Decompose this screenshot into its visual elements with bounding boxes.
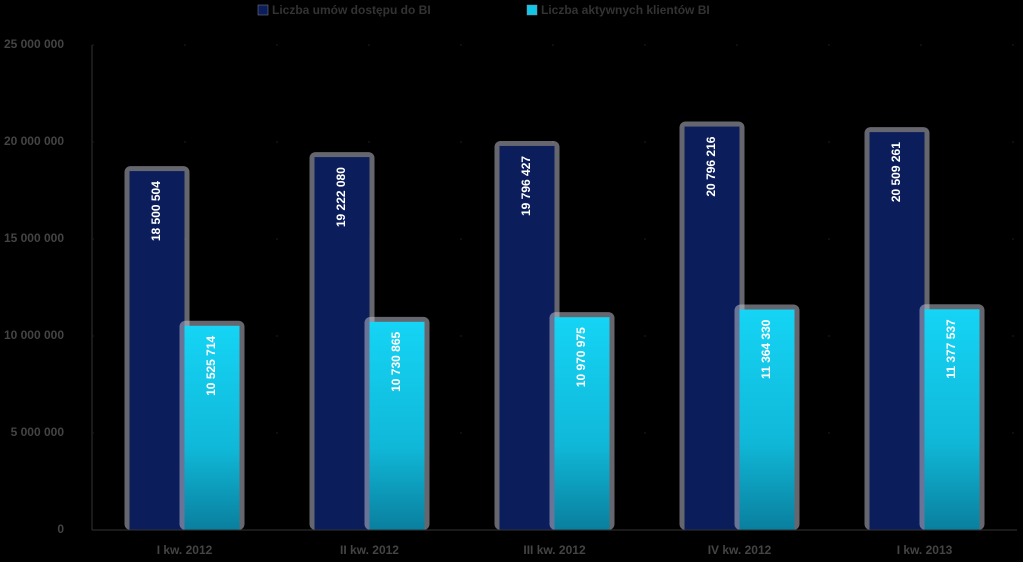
bar [184, 325, 240, 530]
bar [869, 132, 925, 530]
data-label: 11 364 330 [759, 319, 773, 379]
bar [369, 321, 425, 530]
y-tick-label: 25 000 000 [4, 37, 64, 51]
x-tick-label: I kw. 2012 [157, 543, 213, 557]
data-label: 19 222 080 [334, 167, 348, 227]
x-tick-label: II kw. 2012 [340, 543, 399, 557]
y-tick-label: 15 000 000 [4, 231, 64, 245]
y-tick-label: 5 000 000 [11, 425, 65, 439]
legend-swatch [257, 4, 269, 16]
data-label: 19 796 427 [519, 156, 533, 216]
data-label: 18 500 504 [149, 181, 163, 241]
bar [739, 309, 795, 530]
data-label: 10 730 865 [389, 331, 403, 391]
y-tick-label: 20 000 000 [4, 134, 64, 148]
y-tick-label: 0 [57, 522, 64, 536]
data-label: 11 377 537 [944, 319, 958, 379]
data-label: 10 970 975 [574, 327, 588, 387]
bar [924, 309, 980, 530]
bar [314, 157, 370, 530]
legend-label: Liczba aktywnych klientów BI [541, 3, 710, 17]
data-label: 20 509 261 [889, 142, 903, 202]
x-tick-label: IV kw. 2012 [708, 543, 772, 557]
bar [499, 145, 555, 530]
bar [129, 171, 185, 531]
data-label: 10 525 714 [204, 335, 218, 395]
y-tick-label: 10 000 000 [4, 328, 64, 342]
x-tick-label: III kw. 2012 [523, 543, 586, 557]
bar [684, 126, 740, 531]
data-label: 20 796 216 [704, 136, 718, 196]
legend-swatch [526, 4, 538, 16]
x-tick-label: I kw. 2013 [897, 543, 953, 557]
legend-label: Liczba umów dostępu do BI [272, 3, 431, 17]
bar [554, 317, 610, 530]
